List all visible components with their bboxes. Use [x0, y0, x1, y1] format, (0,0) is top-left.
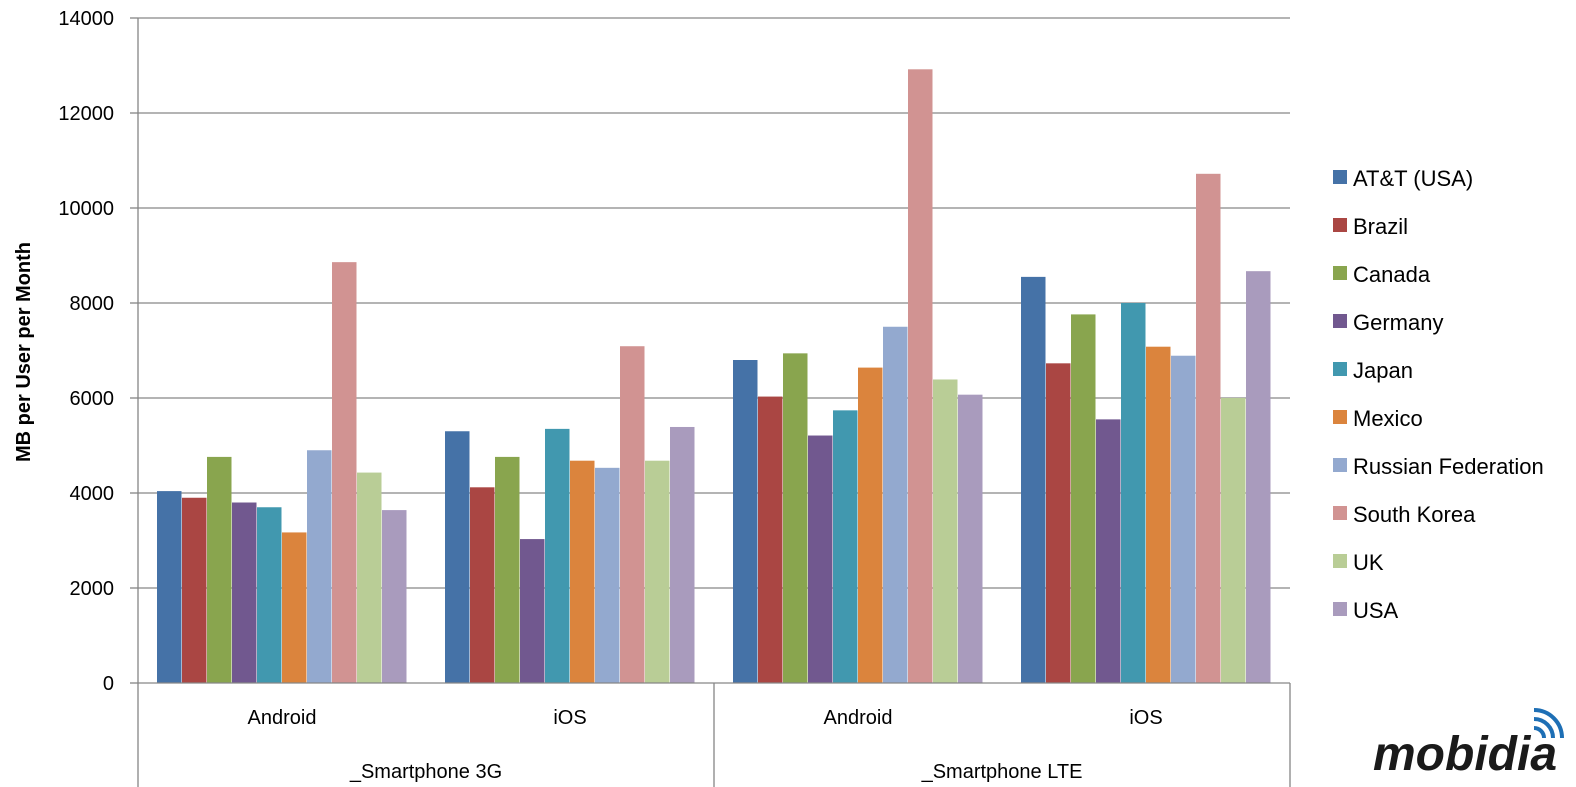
y-tick-label: 8000	[70, 293, 115, 315]
bar	[182, 497, 207, 683]
y-axis-ticks: 0 2000 4000 6000 8000 10000 12000 14000	[58, 8, 138, 695]
legend-label: Mexico	[1353, 406, 1423, 431]
bar	[1196, 173, 1221, 684]
bar	[1046, 363, 1071, 683]
legend-label: USA	[1353, 598, 1399, 623]
bar	[157, 491, 182, 683]
bar	[833, 410, 858, 683]
bar	[307, 450, 332, 683]
legend-label: Brazil	[1353, 214, 1408, 239]
bar	[808, 435, 833, 683]
bar	[858, 367, 883, 683]
bar	[908, 69, 933, 684]
x-group-label: _Smartphone LTE	[921, 761, 1083, 783]
bar	[1021, 276, 1046, 683]
bar	[1221, 398, 1246, 683]
bar	[282, 532, 307, 683]
bar	[645, 460, 670, 683]
bar	[883, 326, 908, 683]
legend-swatch	[1333, 458, 1347, 472]
legend-label: South Korea	[1353, 502, 1476, 527]
bar	[758, 396, 783, 683]
y-tick-label: 12000	[58, 103, 114, 125]
y-tick-label: 4000	[70, 483, 115, 505]
bar	[783, 353, 808, 683]
legend-swatch	[1333, 170, 1347, 184]
bar	[958, 394, 983, 683]
legend-swatch	[1333, 314, 1347, 328]
bar	[470, 487, 495, 683]
y-tick-label: 6000	[70, 388, 115, 410]
x-group-label: _Smartphone 3G	[349, 761, 502, 783]
x-category-label: iOS	[1129, 707, 1162, 729]
y-tick-label: 2000	[70, 578, 115, 600]
bar	[1071, 314, 1096, 683]
legend-swatch	[1333, 362, 1347, 376]
legend-label: Germany	[1353, 310, 1443, 335]
bars	[157, 69, 1271, 684]
bar	[933, 379, 958, 683]
legend-label: AT&T (USA)	[1353, 166, 1473, 191]
axes	[137, 18, 1291, 787]
bar	[232, 502, 257, 683]
logo-text: mobidia	[1373, 728, 1557, 781]
bar	[495, 456, 520, 683]
legend-swatch	[1333, 554, 1347, 568]
legend-swatch	[1333, 410, 1347, 424]
bar	[1096, 419, 1121, 683]
wifi-signal-icon	[1533, 708, 1564, 739]
bar	[1146, 346, 1171, 683]
bar	[545, 428, 570, 683]
bar	[207, 456, 232, 683]
y-tick-label: 14000	[58, 8, 114, 30]
legend-label: Japan	[1353, 358, 1413, 383]
bar	[332, 262, 357, 683]
legend-label: Canada	[1353, 262, 1431, 287]
legend-swatch	[1333, 506, 1347, 520]
bar	[520, 539, 545, 683]
bar	[733, 360, 758, 683]
bar	[382, 510, 407, 683]
bar	[670, 426, 695, 683]
legend-label: UK	[1353, 550, 1384, 575]
bar	[1171, 355, 1196, 683]
bar	[257, 507, 282, 683]
bar	[570, 460, 595, 683]
y-tick-label: 10000	[58, 198, 114, 220]
legend-label: Russian Federation	[1353, 454, 1544, 479]
bar	[357, 472, 382, 683]
x-category-label: Android	[824, 707, 893, 729]
bar	[1121, 303, 1146, 683]
x-category-label: iOS	[553, 707, 586, 729]
y-axis-title: MB per User per Month	[13, 242, 35, 462]
mobidia-logo: mobidia	[1373, 708, 1564, 781]
bar	[445, 431, 470, 683]
bar	[1246, 271, 1271, 683]
legend-swatch	[1333, 218, 1347, 232]
x-axis-labels: _Smartphone 3G _Smartphone LTE Android iOS A…	[248, 707, 1163, 783]
x-category-label: Android	[248, 707, 317, 729]
legend: AT&T (USA) Brazil Canada Germany Japan Mexico…	[1333, 166, 1544, 623]
legend-swatch	[1333, 266, 1347, 280]
legend-swatch	[1333, 602, 1347, 616]
bar	[595, 467, 620, 683]
y-tick-label: 0	[103, 673, 114, 695]
bar	[620, 346, 645, 683]
